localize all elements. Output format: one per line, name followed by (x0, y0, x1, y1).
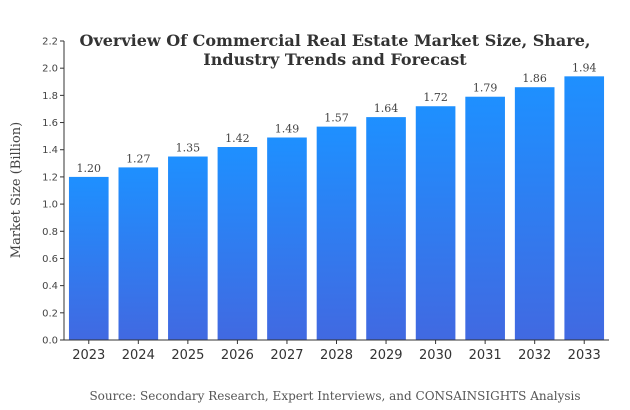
data-label: 1.20 (77, 162, 102, 175)
bar-2026 (217, 147, 258, 340)
data-label: 1.35 (176, 142, 201, 155)
source-note: Source: Secondary Research, Expert Inter… (89, 389, 580, 403)
x-tick-label: 2031 (469, 348, 502, 363)
y-axis-ticks: 0.0 0.2 0.4 0.6 0.8 1.0 1.2 1.4 1.6 1.8 2.0 2.2 (42, 37, 64, 347)
bar-2023 (68, 176, 109, 340)
x-tick-label: 2032 (518, 348, 551, 363)
y-tick-label: 2.0 (42, 64, 58, 75)
y-tick-label: 0.6 (42, 254, 58, 265)
y-tick-label: 0.8 (42, 227, 58, 238)
y-tick-label: 1.2 (42, 172, 58, 183)
x-tick-label: 2027 (270, 348, 303, 363)
data-label: 1.42 (225, 132, 250, 145)
data-label: 1.27 (126, 152, 151, 165)
y-tick-label: 1.8 (42, 91, 58, 102)
y-tick-label: 0.0 (42, 336, 58, 347)
x-tick-label: 2028 (320, 348, 353, 363)
chart-title-line-2: Industry Trends and Forecast (203, 50, 467, 69)
bar-2029 (366, 117, 406, 340)
data-label: 1.64 (374, 102, 399, 115)
y-tick-label: 0.2 (42, 308, 58, 319)
y-tick-label: 1.0 (42, 200, 58, 211)
data-label: 1.94 (572, 61, 597, 74)
data-label: 1.57 (324, 112, 349, 125)
bar-2033 (564, 76, 605, 340)
y-tick-label: 2.2 (42, 37, 58, 48)
x-tick-label: 2029 (369, 348, 402, 363)
data-label: 1.86 (522, 72, 547, 85)
bar-2032 (514, 87, 555, 340)
x-axis-ticks: 2023 2024 2025 2026 2027 2028 2029 2030 2031 2032… (72, 340, 601, 363)
bar-2028 (316, 126, 357, 340)
data-label: 1.72 (423, 91, 448, 104)
x-tick-label: 2024 (122, 348, 155, 363)
chart-title-line-1: Overview Of Commercial Real Estate Marke… (80, 31, 591, 50)
bar-2024 (118, 167, 159, 340)
x-tick-label: 2025 (171, 348, 204, 363)
x-tick-label: 2030 (419, 348, 452, 363)
y-axis-label: Market Size (Billion) (9, 122, 24, 258)
data-label: 1.49 (275, 122, 300, 135)
bar-2025 (168, 156, 208, 340)
bar-2027 (267, 137, 307, 340)
y-tick-label: 0.4 (42, 281, 58, 292)
x-tick-label: 2023 (72, 348, 105, 363)
data-labels-group: 1.20 1.27 1.35 1.42 1.49 1.57 1.64 1.72 1.79 1.86… (77, 61, 597, 175)
bar-2030 (415, 106, 456, 341)
bars-group (68, 76, 605, 341)
y-tick-label: 1.6 (42, 118, 58, 129)
data-label: 1.79 (473, 82, 498, 95)
y-tick-label: 1.4 (42, 145, 58, 156)
x-tick-label: 2033 (568, 348, 601, 363)
x-tick-label: 2026 (221, 348, 254, 363)
bar-2031 (465, 96, 505, 341)
